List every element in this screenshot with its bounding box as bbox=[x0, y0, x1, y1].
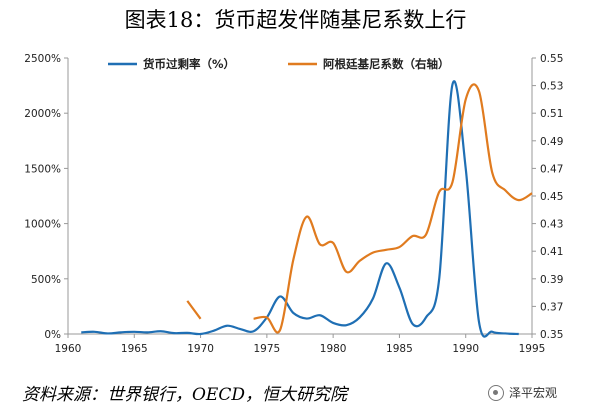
y-left-tick-label: 500% bbox=[31, 274, 61, 286]
brand-name: 泽平宏观 bbox=[509, 386, 558, 400]
legend-label-money-excess: 货币过剩率（%） bbox=[142, 57, 235, 71]
y-right-tick-label: 0.55 bbox=[540, 53, 563, 65]
y-right-tick-label: 0.53 bbox=[540, 81, 563, 93]
x-tick-label: 1995 bbox=[519, 343, 546, 355]
x-tick-label: 1975 bbox=[253, 343, 280, 355]
series-gini-line-segment-1 bbox=[186, 300, 202, 320]
y-right-tick-label: 0.35 bbox=[540, 329, 563, 341]
y-left-tick-label: 2500% bbox=[24, 53, 61, 65]
y-left-tick-label: 2000% bbox=[24, 108, 61, 120]
series-gini-line-segment-2 bbox=[253, 83, 533, 334]
y-right-tick-label: 0.37 bbox=[540, 301, 563, 313]
series-money-excess-line bbox=[81, 80, 519, 338]
y-right-tick-label: 0.39 bbox=[540, 274, 563, 286]
wechat-logo-icon bbox=[488, 384, 504, 401]
y-right-tick-label: 0.47 bbox=[540, 163, 563, 175]
y-right-tick-label: 0.51 bbox=[540, 108, 563, 120]
y-left-tick-label: 0% bbox=[44, 329, 61, 341]
brand-watermark: 泽平宏观 bbox=[488, 384, 557, 401]
y-left-tick-label: 1000% bbox=[24, 219, 61, 231]
x-tick-label: 1960 bbox=[55, 343, 82, 355]
x-tick-label: 1965 bbox=[121, 343, 148, 355]
y-right-tick-label: 0.41 bbox=[540, 246, 563, 258]
source-note: 资料来源：世界银行，OECD，恒大研究院 bbox=[22, 385, 347, 405]
x-tick-label: 1970 bbox=[187, 343, 214, 355]
x-tick-label: 1990 bbox=[452, 343, 479, 355]
y-right-tick-label: 0.45 bbox=[540, 191, 563, 203]
y-left-tick-label: 1500% bbox=[24, 163, 61, 175]
legend-label-gini: 阿根廷基尼系数（右轴） bbox=[323, 57, 450, 71]
y-right-tick-label: 0.49 bbox=[540, 136, 563, 148]
figure-title: 图表18：货币超发伴随基尼系数上行 bbox=[124, 8, 467, 32]
x-tick-label: 1985 bbox=[386, 343, 413, 355]
x-tick-label: 1980 bbox=[320, 343, 347, 355]
y-right-tick-label: 0.43 bbox=[540, 219, 563, 231]
